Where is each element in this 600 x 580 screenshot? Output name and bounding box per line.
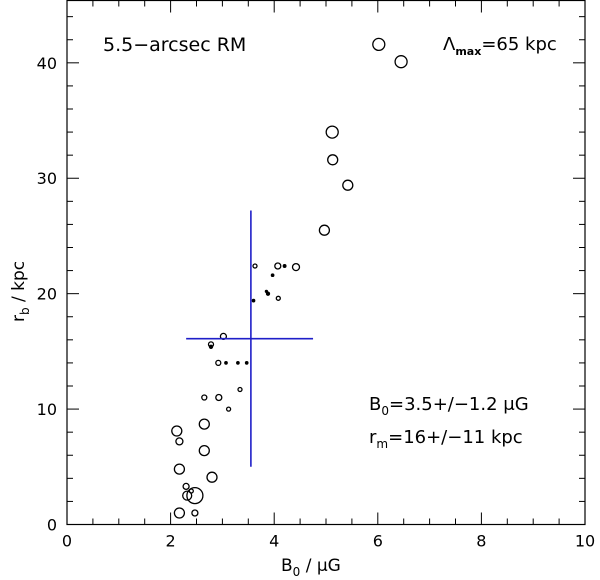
x-tick-label: 8 <box>476 532 486 551</box>
data-point <box>236 361 240 365</box>
y-tick-label: 40 <box>37 54 57 73</box>
data-point <box>244 361 249 365</box>
x-axis-subscript: 0 <box>293 565 301 579</box>
y-tick-label: 30 <box>37 169 57 188</box>
data-point <box>182 482 190 491</box>
x-tick-label: 6 <box>373 532 383 551</box>
data-point <box>372 37 386 52</box>
data-point <box>342 179 354 191</box>
lambda-max-annotation: Λmax=65 kpc <box>443 34 557 58</box>
rm-symbol: r <box>369 427 377 448</box>
data-point <box>318 224 331 236</box>
data-point <box>252 263 258 269</box>
data-point <box>175 437 184 446</box>
x-tick-label: 4 <box>269 532 279 551</box>
data-point <box>225 406 232 412</box>
x-tick-label: 10 <box>575 532 595 551</box>
data-point <box>274 262 282 270</box>
data-point <box>206 471 218 483</box>
y-axis-subscript: b <box>18 307 32 315</box>
rm-result-annotation: rm=16+/−11 kpc <box>369 427 523 451</box>
y-tick-label: 20 <box>37 285 57 304</box>
data-point <box>327 154 339 166</box>
lambda-subscript: max <box>455 45 481 58</box>
data-point <box>251 298 256 303</box>
axis-ticks <box>66 0 586 525</box>
dataset-label: 5.5−arcsec RM <box>103 34 246 56</box>
x-tick-label: 2 <box>166 532 176 551</box>
y-axis-rest: / kpc <box>9 261 29 308</box>
lambda-value: =65 kpc <box>481 34 556 55</box>
y-axis-label: rb / kpc <box>9 261 32 322</box>
data-point <box>173 507 186 519</box>
data-point <box>237 386 243 393</box>
data-point <box>201 394 208 401</box>
rm-subscript: m <box>376 437 388 451</box>
lambda-symbol: Λ <box>443 34 456 55</box>
data-point <box>182 490 193 501</box>
y-tick-label: 0 <box>47 516 57 535</box>
rm-value: =16+/−11 kpc <box>388 427 523 448</box>
data-point <box>186 486 204 505</box>
data-point <box>270 273 275 278</box>
data-point <box>224 361 228 365</box>
data-point <box>198 418 210 430</box>
mean-crosshair <box>186 210 314 467</box>
x-axis-rest: / μG <box>300 556 341 576</box>
data-markers <box>171 37 408 519</box>
b0-result-annotation: B0=3.5+/−1.2 μG <box>369 394 529 418</box>
data-point <box>208 344 214 349</box>
data-point <box>215 393 223 402</box>
x-tick-label: 0 <box>62 532 72 551</box>
x-axis-symbol: B <box>281 556 293 576</box>
data-point <box>275 295 281 301</box>
data-point <box>215 359 222 367</box>
data-point <box>394 55 408 69</box>
tick-labels: 0 2 4 6 8 10 0 10 20 30 40 <box>37 54 596 551</box>
data-point <box>191 509 199 517</box>
data-point <box>171 425 183 437</box>
b0-symbol: B <box>369 394 381 415</box>
b0-value: =3.5+/−1.2 μG <box>389 394 529 415</box>
x-axis-label: B0 / μG <box>281 556 341 579</box>
data-point <box>173 463 186 475</box>
y-axis-symbol: r <box>9 315 29 322</box>
b0-subscript: 0 <box>381 404 389 418</box>
y-tick-label: 10 <box>37 400 57 419</box>
data-point <box>325 125 339 139</box>
data-point <box>265 291 271 296</box>
data-point <box>198 444 210 457</box>
data-point <box>291 262 301 272</box>
data-point <box>282 264 287 268</box>
